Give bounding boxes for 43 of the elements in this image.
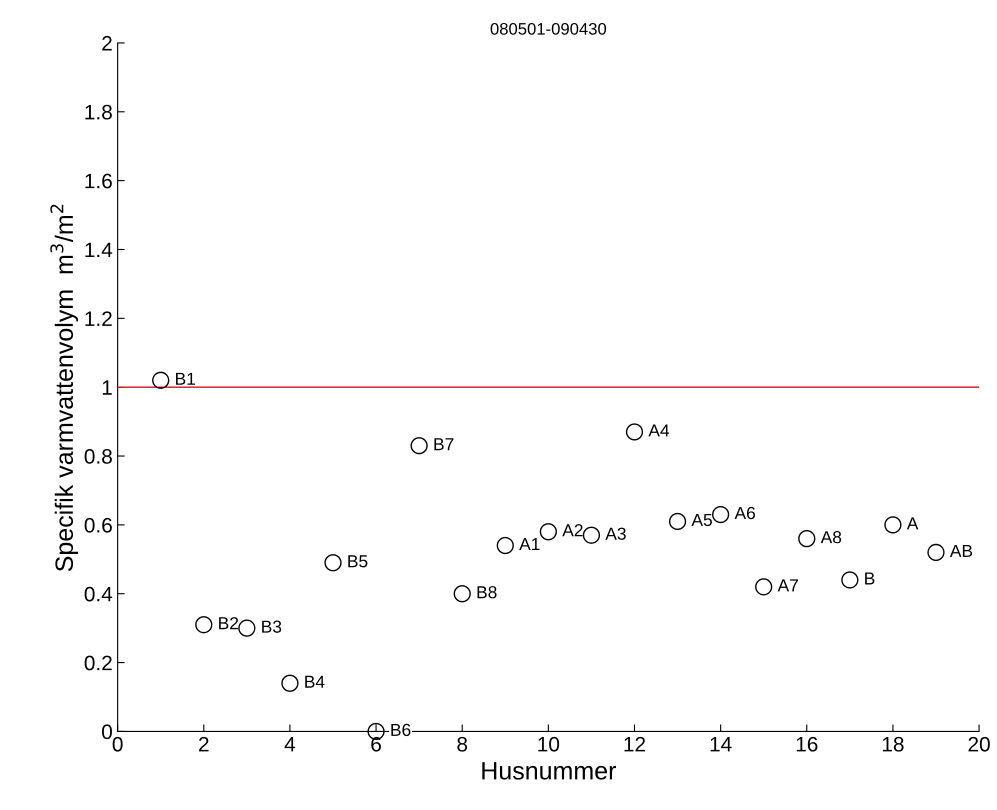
y-tick-label: 1.2 bbox=[85, 311, 112, 326]
annotation: A8 bbox=[820, 531, 842, 544]
x-tick-label: 20 bbox=[968, 736, 990, 752]
y-tick-label: 0 bbox=[102, 724, 112, 740]
annotation: A bbox=[906, 517, 918, 530]
annotation: B3 bbox=[262, 620, 282, 633]
annotation: B7 bbox=[434, 438, 454, 450]
annotation: A3 bbox=[605, 528, 626, 540]
annotation: B4 bbox=[305, 676, 325, 688]
x-tick-label: 4 bbox=[284, 737, 296, 752]
y-tick-label: 2 bbox=[102, 36, 112, 50]
x-tick-label: 0 bbox=[112, 736, 123, 752]
x-tick-label: 2 bbox=[199, 736, 209, 752]
x-axis-title: Husnummer bbox=[482, 762, 616, 780]
x-tick-label: 8 bbox=[457, 736, 468, 752]
y-tick-label: 0.4 bbox=[84, 586, 112, 602]
annotation: A7 bbox=[778, 579, 798, 592]
y-tick-label: 0.8 bbox=[84, 449, 112, 464]
annotation: B1 bbox=[176, 372, 195, 385]
annotation: B bbox=[865, 572, 874, 584]
y-axis-title: Specifik varmvattenvolym m$^{3}$/m$^{2}$ bbox=[50, 204, 78, 572]
x-tick-label: 10 bbox=[538, 736, 560, 752]
x-tick-label: 16 bbox=[796, 736, 818, 752]
annotation: A4 bbox=[648, 424, 670, 436]
annotation: A2 bbox=[562, 524, 583, 536]
y-tick-label: 1.4 bbox=[85, 242, 112, 258]
y-tick-label: 1.8 bbox=[85, 104, 112, 120]
x-tick-label: 12 bbox=[624, 736, 646, 752]
annotation: B5 bbox=[348, 555, 368, 568]
y-tick-label: 0.2 bbox=[84, 656, 112, 670]
annotation: AB bbox=[950, 544, 972, 557]
annotation: B8 bbox=[478, 586, 497, 598]
y-tick-label: 0.6 bbox=[84, 518, 112, 533]
x-tick-label: 18 bbox=[882, 736, 904, 752]
x-tick-label: 14 bbox=[710, 737, 732, 752]
chart-title: 080501-090430 bbox=[490, 22, 606, 35]
annotation: B2 bbox=[219, 617, 238, 630]
y-tick-label: 1.6 bbox=[85, 174, 112, 188]
annotation: A5 bbox=[691, 514, 712, 526]
annotation: B6 bbox=[391, 724, 410, 736]
annotation: A6 bbox=[734, 506, 755, 520]
y-tick-label: 1 bbox=[102, 380, 112, 395]
annotation: A1 bbox=[519, 538, 540, 550]
